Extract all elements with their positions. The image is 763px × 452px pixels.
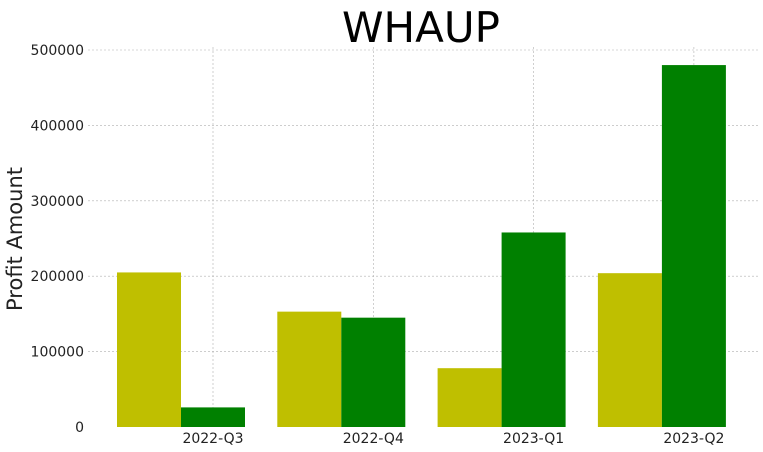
y-tick-label: 0 xyxy=(75,420,84,436)
x-tick-label: 2022-Q4 xyxy=(343,431,404,447)
y-axis-label: Profit Amount xyxy=(3,167,27,311)
y-tick-label: 300000 xyxy=(31,194,84,210)
chart-title: WHAUP xyxy=(342,3,500,52)
y-tick-label: 400000 xyxy=(31,118,84,134)
x-tick-label: 2023-Q2 xyxy=(663,431,724,447)
bar-series2-2023-Q2 xyxy=(661,65,726,427)
bar-series1-2023-Q2 xyxy=(597,273,662,427)
bar-series1-2022-Q3 xyxy=(117,272,181,427)
x-tick-label: 2022-Q3 xyxy=(182,431,243,447)
bar-series1-2023-Q1 xyxy=(437,368,502,427)
y-tick-label: 200000 xyxy=(31,269,84,285)
y-tick-label: 100000 xyxy=(31,345,84,361)
bar-series2-2022-Q3 xyxy=(181,407,245,427)
y-tick-labels: 0 100000 200000 300000 400000 500000 xyxy=(31,43,84,436)
bar-series1-2022-Q4 xyxy=(277,311,342,427)
bars xyxy=(117,65,726,427)
x-tick-labels: 2022-Q3 2022-Q4 2023-Q1 2023-Q2 xyxy=(182,431,724,447)
bar-series2-2022-Q4 xyxy=(341,317,406,427)
y-tick-label: 500000 xyxy=(31,43,84,59)
bar-series2-2023-Q1 xyxy=(501,232,566,427)
x-tick-label: 2023-Q1 xyxy=(503,431,564,447)
